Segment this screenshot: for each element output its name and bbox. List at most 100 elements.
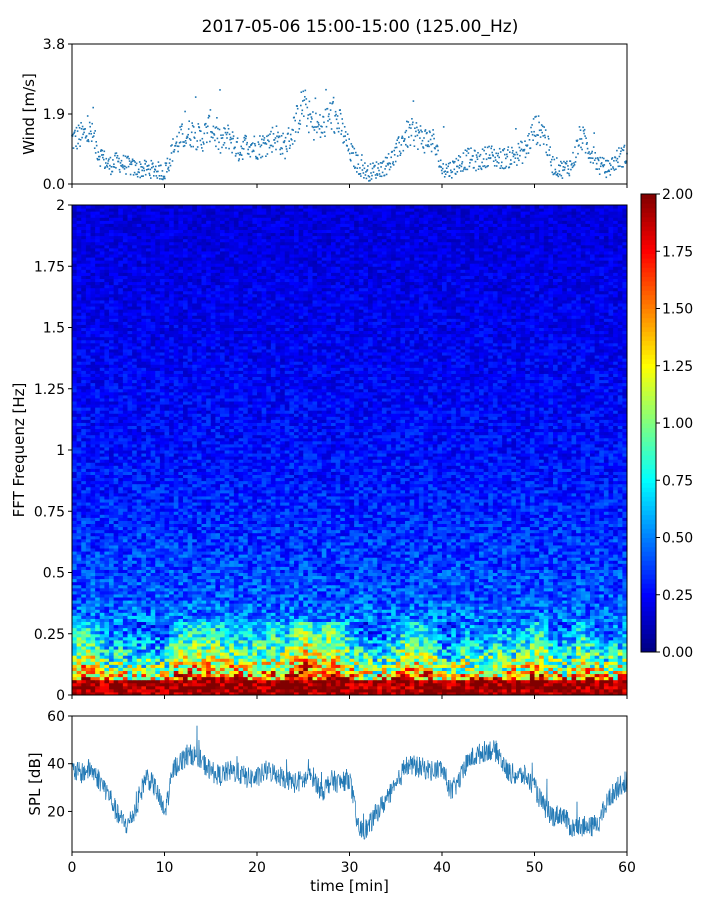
spectrogram-cell [234, 671, 239, 675]
spectrogram-cell [331, 649, 336, 653]
spectrogram-cell [410, 683, 415, 687]
wind-point [143, 170, 145, 172]
spectrogram-cell [331, 674, 336, 678]
spectrogram-cell [405, 677, 410, 681]
spectrogram-cell [400, 680, 405, 684]
spectrogram-cell [266, 674, 271, 678]
spectrogram-cell [465, 674, 470, 678]
spectrogram-cell [544, 618, 549, 622]
spectrogram-cell [132, 680, 137, 684]
spectrogram-cell [391, 615, 396, 619]
spectrogram-cell [262, 643, 267, 647]
spectrogram-cell [465, 658, 470, 662]
spectrogram-cell [498, 689, 503, 693]
spectrogram-cell [280, 637, 285, 641]
spectrogram-cell [525, 603, 530, 607]
spectrogram-cell [461, 686, 466, 690]
spectrogram-cell [488, 640, 493, 644]
spectrogram-cell [188, 664, 193, 668]
spectrogram-cell [303, 609, 308, 613]
spectrogram-cell [359, 612, 364, 616]
spectrogram-cell [396, 667, 401, 671]
spectrogram-cell [488, 637, 493, 641]
spectrogram-cell [340, 637, 345, 641]
spectrogram-cell [72, 622, 77, 626]
spectrogram-cell [387, 631, 392, 635]
spectrogram-cell [169, 622, 174, 626]
spectrogram-cell [539, 689, 544, 693]
spectrogram-cell [257, 658, 262, 662]
spectrogram-cell [91, 664, 96, 668]
spectrogram-cell [109, 603, 114, 607]
spectrogram-cell [387, 606, 392, 610]
spectrogram-cell [243, 615, 248, 619]
spectrogram-cell [243, 600, 248, 604]
spectrogram-cell [618, 664, 623, 668]
wind-point [284, 158, 286, 160]
spectrogram-cell [141, 689, 146, 693]
spectrogram-cell [248, 677, 253, 681]
wind-point [141, 175, 143, 177]
spectrogram-cell [433, 652, 438, 656]
spectrogram-cell [178, 628, 183, 632]
wind-point [595, 158, 597, 160]
spectrogram-cell [581, 646, 586, 650]
wind-point [203, 143, 205, 145]
spectrogram-cell [576, 667, 581, 671]
spectrogram-cell [114, 612, 119, 616]
spectrogram-cell [100, 622, 105, 626]
spectrogram-cell [317, 674, 322, 678]
spectrogram-cell [567, 615, 572, 619]
spectrogram-cell [91, 631, 96, 635]
spectrogram-cell [285, 609, 290, 613]
wind-point [618, 166, 620, 168]
spectrogram-cell [336, 680, 341, 684]
spectrogram-cell [359, 618, 364, 622]
spectrogram-cell [609, 689, 614, 693]
spectrogram-cell [493, 680, 498, 684]
spectrogram-cell [192, 686, 197, 690]
spectrogram-cell [493, 655, 498, 659]
spectrogram-cell [77, 658, 82, 662]
spectrogram-cell [289, 671, 294, 675]
spectrogram-cell [414, 671, 419, 675]
spectrogram-cell [516, 649, 521, 653]
spectrogram-cell [289, 686, 294, 690]
spectrogram-cell [289, 677, 294, 681]
wind-point [452, 171, 454, 173]
spectrogram-cell [239, 603, 244, 607]
wind-point [360, 173, 362, 175]
spectrogram-cell [220, 661, 225, 665]
spectrogram-cell [391, 600, 396, 604]
spectrogram-cell [530, 667, 535, 671]
spectrogram-cell [567, 664, 572, 668]
spectrogram-cell [141, 603, 146, 607]
spectrogram-cell [382, 597, 387, 601]
wind-point [372, 162, 374, 164]
spectrogram-cell [266, 612, 271, 616]
spectrogram-cell [165, 615, 170, 619]
spectrogram-cell [484, 625, 489, 629]
wind-point [83, 132, 85, 134]
spectrogram-cell [433, 600, 438, 604]
wind-point [398, 142, 400, 144]
spectrogram-cell [553, 640, 558, 644]
spectrogram-cell [544, 680, 549, 684]
wind-point [73, 147, 75, 149]
spectrogram-cell [229, 646, 234, 650]
spectrogram-cell [498, 615, 503, 619]
spectrogram-cell [479, 634, 484, 638]
wind-point [304, 96, 306, 98]
spectrogram-cell [146, 664, 151, 668]
wind-point [394, 154, 396, 156]
spectrogram-cell [91, 680, 96, 684]
spectrogram-cell [368, 658, 373, 662]
spectrogram-cell [91, 600, 96, 604]
spectrogram-cell [178, 640, 183, 644]
spectrogram-cell [248, 686, 253, 690]
spectrogram-cell [109, 671, 114, 675]
wind-point [78, 125, 80, 127]
wind-point [518, 160, 520, 162]
wind-point [490, 148, 492, 150]
spectrogram-cell [604, 683, 609, 687]
